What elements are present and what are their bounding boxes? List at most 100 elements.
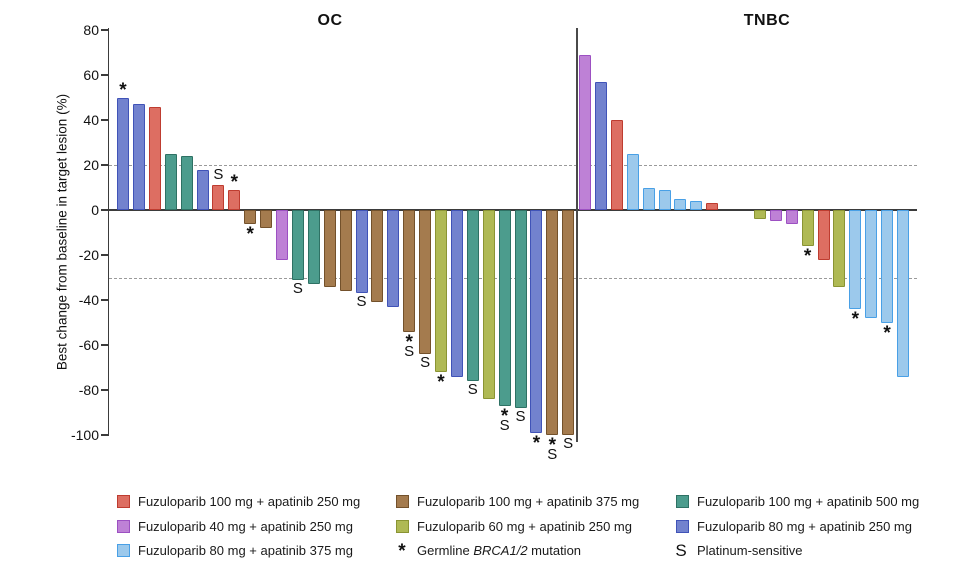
bar <box>674 198 687 210</box>
brca-mutation-marker: * <box>405 331 413 353</box>
platinum-sensitive-marker: S <box>563 435 574 452</box>
platinum-sensitive-marker: S <box>404 342 415 360</box>
zero-baseline <box>109 209 917 211</box>
legend-label: Fuzuloparib 60 mg + apatinib 250 mg <box>417 519 632 534</box>
bar <box>690 201 703 210</box>
bar <box>658 189 671 210</box>
panel-divider <box>576 28 578 442</box>
panel-title-tnbc: TNBC <box>743 12 791 29</box>
bar <box>482 210 495 399</box>
bar <box>881 210 894 323</box>
bar <box>419 210 432 354</box>
platinum-sensitive-marker: S <box>213 166 224 184</box>
bar <box>276 210 288 260</box>
legend-label: Fuzuloparib 100 mg + apatinib 375 mg <box>417 494 640 509</box>
y-tick-label: -60 <box>78 337 99 353</box>
legend-label: Fuzuloparib 100 mg + apatinib 500 mg <box>697 494 920 509</box>
y-tick-label: 60 <box>83 67 99 83</box>
brca-mutation-marker: * <box>500 405 509 427</box>
platinum-sensitive-marker: S <box>356 293 367 311</box>
reference-line <box>109 165 917 166</box>
y-tick <box>100 164 108 166</box>
bar <box>148 106 161 210</box>
bar <box>801 210 814 246</box>
bar <box>498 210 511 406</box>
brca-mutation-marker: * <box>119 79 127 101</box>
bar <box>355 210 368 294</box>
bar <box>514 210 527 408</box>
legend-label: Fuzuloparib 80 mg + apatinib 375 mg <box>138 543 353 558</box>
bar <box>466 210 479 381</box>
platinum-sensitive-marker: S <box>420 354 431 371</box>
brca-mutation-marker: * <box>532 432 541 454</box>
y-tick-label: 20 <box>83 157 99 173</box>
y-tick <box>100 344 108 346</box>
bar <box>450 210 463 377</box>
legend-platinum-s-icon: S <box>675 541 687 560</box>
bar <box>530 210 543 433</box>
y-tick <box>100 434 108 436</box>
bar <box>244 210 257 224</box>
legend-swatch <box>676 495 689 508</box>
bar <box>260 210 273 228</box>
legend-label: Fuzuloparib 40 mg + apatinib 250 mg <box>138 519 353 534</box>
y-tick <box>100 209 108 211</box>
y-tick <box>100 29 108 31</box>
bar <box>228 189 241 210</box>
bar <box>865 210 878 318</box>
bar <box>579 54 591 210</box>
bar <box>323 210 336 287</box>
y-tick <box>100 389 108 391</box>
bar <box>562 210 575 435</box>
y-tick <box>100 299 108 301</box>
legend-swatch <box>117 520 130 533</box>
brca-mutation-marker: * <box>803 246 812 267</box>
bar <box>435 210 447 372</box>
bar <box>849 210 862 309</box>
bar <box>164 153 177 210</box>
brca-mutation-marker: * <box>851 309 859 330</box>
y-tick-label: -20 <box>78 247 99 263</box>
bar <box>196 169 209 210</box>
panel-title-oc: OC <box>317 12 343 29</box>
y-tick-label: 40 <box>83 112 99 128</box>
bar <box>610 120 623 210</box>
y-tick-label: 0 <box>91 202 99 218</box>
bar <box>291 210 304 280</box>
bar <box>753 210 766 219</box>
bar <box>897 210 909 377</box>
bar <box>132 104 145 210</box>
bar <box>785 210 798 224</box>
bar <box>642 187 655 210</box>
brca-mutation-marker: * <box>437 372 445 393</box>
bar <box>180 156 193 210</box>
y-tick <box>100 119 108 121</box>
y-tick <box>100 254 108 256</box>
legend: Fuzuloparib 100 mg + apatinib 250 mg Fuzu… <box>0 480 976 578</box>
legend-swatch <box>396 520 409 533</box>
platinum-sensitive-marker: S <box>547 446 558 463</box>
y-tick <box>100 74 108 76</box>
bar <box>706 203 719 210</box>
bar <box>339 210 352 291</box>
legend-label: Fuzuloparib 100 mg + apatinib 250 mg <box>138 494 361 509</box>
platinum-sensitive-marker: S <box>467 381 478 398</box>
bar <box>817 210 830 260</box>
legend-label: Germline BRCA1/2 mutation <box>417 543 582 558</box>
bar <box>387 210 400 307</box>
legend-label: Platinum-sensitive <box>697 543 803 558</box>
legend-swatch <box>117 544 130 557</box>
bar <box>769 210 782 222</box>
legend-swatch <box>396 495 409 508</box>
bar <box>307 210 320 285</box>
brca-mutation-marker: * <box>246 223 254 245</box>
bar <box>371 210 384 303</box>
bar <box>117 97 129 210</box>
bar <box>403 210 416 332</box>
brca-mutation-marker: * <box>230 171 238 193</box>
bar <box>212 185 225 210</box>
bar <box>833 210 846 287</box>
bar <box>626 153 639 210</box>
legend-swatch <box>676 520 689 533</box>
